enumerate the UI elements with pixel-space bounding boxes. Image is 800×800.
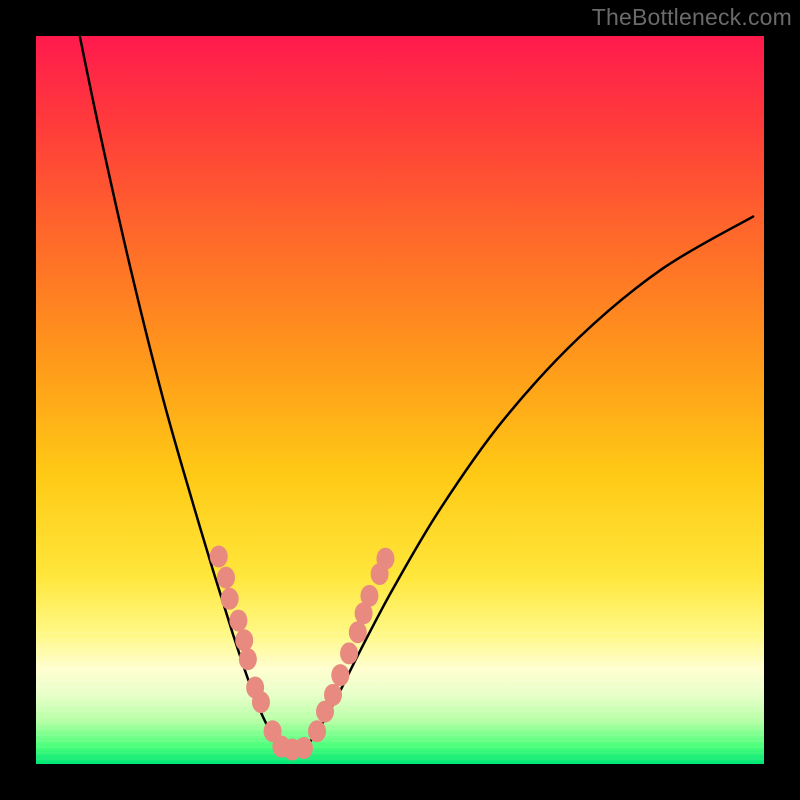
gradient-fill [36,36,764,764]
data-dot [252,691,270,713]
data-dot [360,585,378,607]
plot-area [36,0,764,764]
data-dot [239,648,257,670]
data-dot [210,546,228,568]
data-dot [331,664,349,686]
data-dot [221,588,239,610]
data-dot [217,567,235,589]
data-dot [308,720,326,742]
data-dot [295,737,313,759]
data-dot [349,621,367,643]
watermark-text: TheBottleneck.com [592,4,792,31]
data-dot [324,684,342,706]
data-dot [235,629,253,651]
chart-frame: TheBottleneck.com [0,0,800,800]
data-dot [340,642,358,664]
data-dot [376,548,394,570]
chart-svg [0,0,800,800]
data-dot [229,610,247,632]
